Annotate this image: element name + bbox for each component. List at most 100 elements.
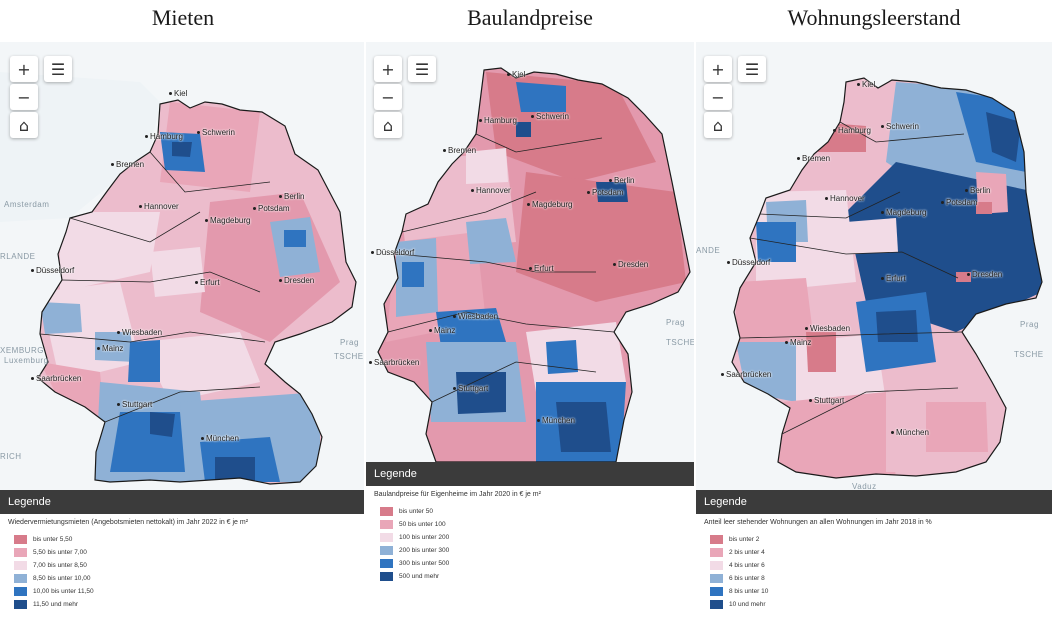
city-label: Berlin — [608, 176, 635, 185]
legend-swatch — [14, 600, 27, 609]
legend-label: 8,50 bis unter 10,00 — [33, 575, 91, 582]
map-panel-mieten[interactable]: + − ⌂ ☰ Kiel Hamburg Schwerin Bremen Han… — [0, 42, 364, 492]
city-label: Dresden — [612, 260, 649, 269]
city-label: Kiel — [506, 70, 526, 79]
city-label: München — [201, 434, 239, 443]
city-label: Berlin — [278, 192, 305, 201]
germany-choropleth-wohnungsleerstand[interactable] — [696, 42, 1052, 490]
city-label: Stuttgart — [116, 400, 153, 409]
legend-item: 7,00 bis unter 8,50 — [14, 561, 87, 570]
background-label: TSCHE — [666, 338, 694, 347]
legend-header[interactable]: Legende — [366, 462, 694, 486]
legend-item: 500 und mehr — [380, 572, 439, 581]
background-label: Prag — [666, 318, 685, 327]
layer-list-icon[interactable]: ☰ — [738, 56, 766, 82]
legend-label: 300 bis unter 500 — [399, 560, 450, 567]
legend-label: 500 und mehr — [399, 573, 440, 580]
legend-swatch — [380, 520, 393, 529]
map-title-wohnungsleerstand: Wohnungsleerstand — [787, 5, 961, 30]
city-label: Berlin — [964, 186, 991, 195]
map-panel-wohnungsleerstand[interactable]: + − ⌂ ☰ Kiel Hamburg Schwerin Bremen Han… — [696, 42, 1052, 490]
layer-list-icon[interactable]: ☰ — [44, 56, 72, 82]
city-label: Stuttgart — [452, 384, 489, 393]
legend-caption: Baulandpreise für Eigenheime im Jahr 202… — [374, 491, 541, 498]
legend-swatch — [380, 507, 393, 516]
layer-list-icon[interactable]: ☰ — [408, 56, 436, 82]
city-label: Kiel — [856, 80, 876, 89]
city-label: Bremen — [110, 160, 145, 169]
home-icon[interactable]: ⌂ — [374, 112, 402, 138]
germany-choropleth-mieten[interactable] — [0, 42, 364, 492]
legend-swatch — [380, 559, 393, 568]
legend-label: bis unter 2 — [729, 536, 760, 543]
background-label: Prag — [1020, 320, 1039, 329]
city-label: Mainz — [428, 326, 456, 335]
legend-item: 50 bis unter 100 — [380, 520, 446, 529]
legend-swatch — [710, 574, 723, 583]
legend-swatch — [710, 600, 723, 609]
zoom-out-button[interactable]: − — [10, 84, 38, 110]
legend-swatch — [710, 548, 723, 557]
legend-label: 10,00 bis unter 11,50 — [33, 588, 94, 595]
germany-choropleth-baulandpreise[interactable] — [366, 42, 694, 462]
legend-swatch — [380, 533, 393, 542]
background-label: Luxemburg — [4, 356, 49, 365]
city-label: Saarbrücken — [368, 358, 420, 367]
legend-swatch — [710, 535, 723, 544]
city-label: Potsdam — [253, 204, 290, 213]
map-title-baulandpreise: Baulandpreise — [467, 5, 593, 30]
legend-header[interactable]: Legende — [696, 490, 1052, 514]
legend-item: 10,00 bis unter 11,50 — [14, 587, 94, 596]
city-label: Hannover — [825, 194, 865, 203]
legend-item: 100 bis unter 200 — [380, 533, 449, 542]
legend-label: bis unter 5,50 — [33, 536, 73, 543]
city-label: Bremen — [796, 154, 831, 163]
legend-item: 200 bis unter 300 — [380, 546, 449, 555]
legend-swatch — [380, 546, 393, 555]
legend-label: 11,50 und mehr — [33, 601, 79, 608]
legend-item: 4 bis unter 6 — [710, 561, 765, 570]
background-label: XEMBURG — [0, 346, 44, 355]
zoom-in-button[interactable]: + — [374, 56, 402, 82]
legend-item: bis unter 5,50 — [14, 535, 72, 544]
legend-item: 2 bis unter 4 — [710, 548, 765, 557]
city-label: Düsseldorf — [30, 266, 75, 275]
city-label: Düsseldorf — [726, 258, 771, 267]
zoom-out-button[interactable]: − — [374, 84, 402, 110]
legend-swatch — [14, 561, 27, 570]
legend-label: bis unter 50 — [399, 508, 433, 515]
home-icon[interactable]: ⌂ — [704, 112, 732, 138]
legend-swatch — [14, 574, 27, 583]
zoom-in-button[interactable]: + — [704, 56, 732, 82]
zoom-in-button[interactable]: + — [10, 56, 38, 82]
legend-label: 7,00 bis unter 8,50 — [33, 562, 87, 569]
city-label: Saarbrücken — [30, 374, 82, 383]
background-label: Vaduz — [852, 482, 877, 490]
city-label: Dresden — [966, 270, 1003, 279]
legend-item: 8 bis unter 10 — [710, 587, 768, 596]
background-label: ANDE — [696, 246, 721, 255]
legend-label: 5,50 bis unter 7,00 — [33, 549, 87, 556]
city-label: Hamburg — [145, 132, 183, 141]
home-icon[interactable]: ⌂ — [10, 112, 38, 138]
city-label: Magdeburg — [880, 208, 927, 217]
city-label: Düsseldorf — [370, 248, 415, 257]
background-label: Amsterdam — [4, 200, 50, 209]
map-panel-baulandpreise[interactable]: + − ⌂ ☰ Kiel Hamburg Schwerin Bremen Han… — [366, 42, 694, 462]
city-label: Mainz — [96, 344, 124, 353]
city-label: Dresden — [278, 276, 315, 285]
zoom-out-button[interactable]: − — [704, 84, 732, 110]
legend-caption: Wiedervermietungsmieten (Angebotsmieten … — [8, 519, 249, 526]
legend-label: 2 bis unter 4 — [729, 549, 765, 556]
legend-item: bis unter 50 — [380, 507, 433, 516]
city-label: Saarbrücken — [720, 370, 772, 379]
legend-item: 5,50 bis unter 7,00 — [14, 548, 87, 557]
legend-header[interactable]: Legende — [0, 490, 364, 514]
city-label: Wiesbaden — [452, 312, 499, 321]
legend-item: 10 und mehr — [710, 600, 766, 609]
legend-item: 300 bis unter 500 — [380, 559, 449, 568]
legend-item: 8,50 bis unter 10,00 — [14, 574, 90, 583]
city-label: Hamburg — [479, 116, 517, 125]
legend-swatch — [380, 572, 393, 581]
city-label: Erfurt — [529, 264, 554, 273]
